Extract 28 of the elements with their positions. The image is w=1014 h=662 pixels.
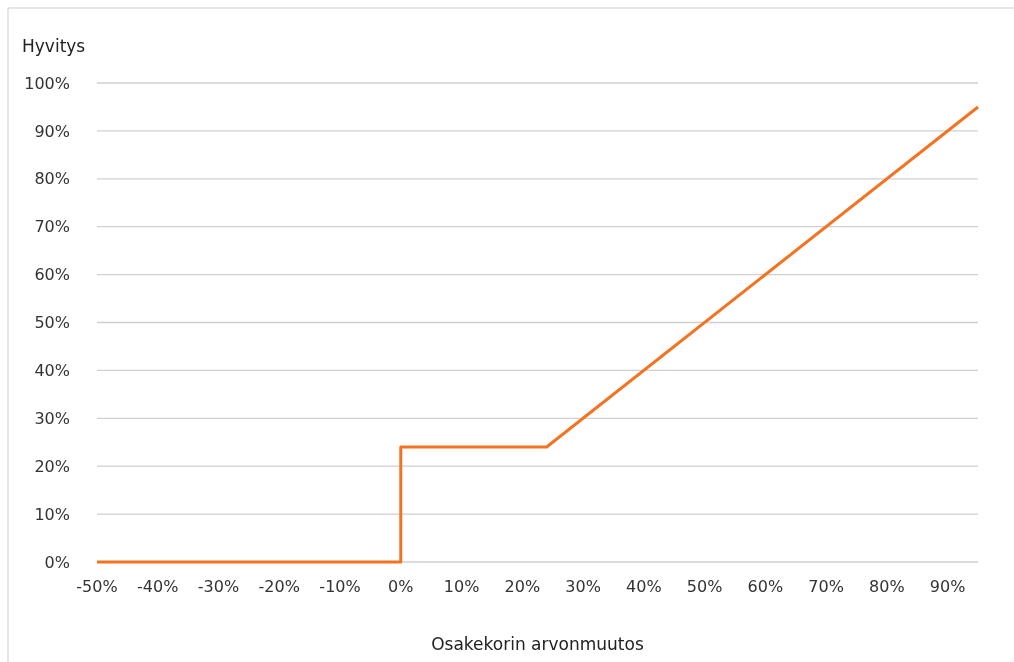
x-tick-label: 80% (869, 577, 905, 596)
y-tick-label: 50% (34, 313, 70, 333)
y-tick-label: 30% (34, 408, 70, 428)
y-tick-label: 10% (34, 504, 70, 524)
x-tick-label: 50% (686, 577, 723, 596)
x-tick-label: -40% (137, 577, 179, 596)
y-tick-label: 40% (34, 361, 70, 380)
x-tick-label: 10% (443, 577, 480, 596)
x-tick-label: 0% (388, 577, 414, 596)
x-axis-title: Osakekorin arvonmuutos (431, 634, 644, 654)
x-tick-label: -10% (319, 577, 361, 596)
x-tick-label: 40% (626, 577, 662, 596)
y-tick-label: 90% (34, 121, 70, 141)
y-tick-label: 0% (44, 552, 70, 572)
x-tick-label: 20% (504, 577, 541, 596)
x-tick-label: -50% (76, 577, 118, 596)
y-tick-label: 80% (34, 169, 70, 189)
y-tick-label: 20% (34, 456, 70, 476)
x-tick-label: 30% (565, 577, 601, 596)
x-tick-label: -30% (197, 577, 240, 596)
y-axis-title: Hyvitys (22, 36, 86, 56)
x-tick-label: 60% (747, 577, 784, 596)
y-tick-label: 60% (34, 265, 70, 285)
y-tick-label: 70% (34, 217, 70, 237)
x-tick-label: 70% (808, 577, 844, 596)
y-tick-label: 100% (24, 73, 70, 93)
x-tick-label: 90% (929, 577, 966, 596)
x-tick-label: -20% (258, 577, 300, 596)
